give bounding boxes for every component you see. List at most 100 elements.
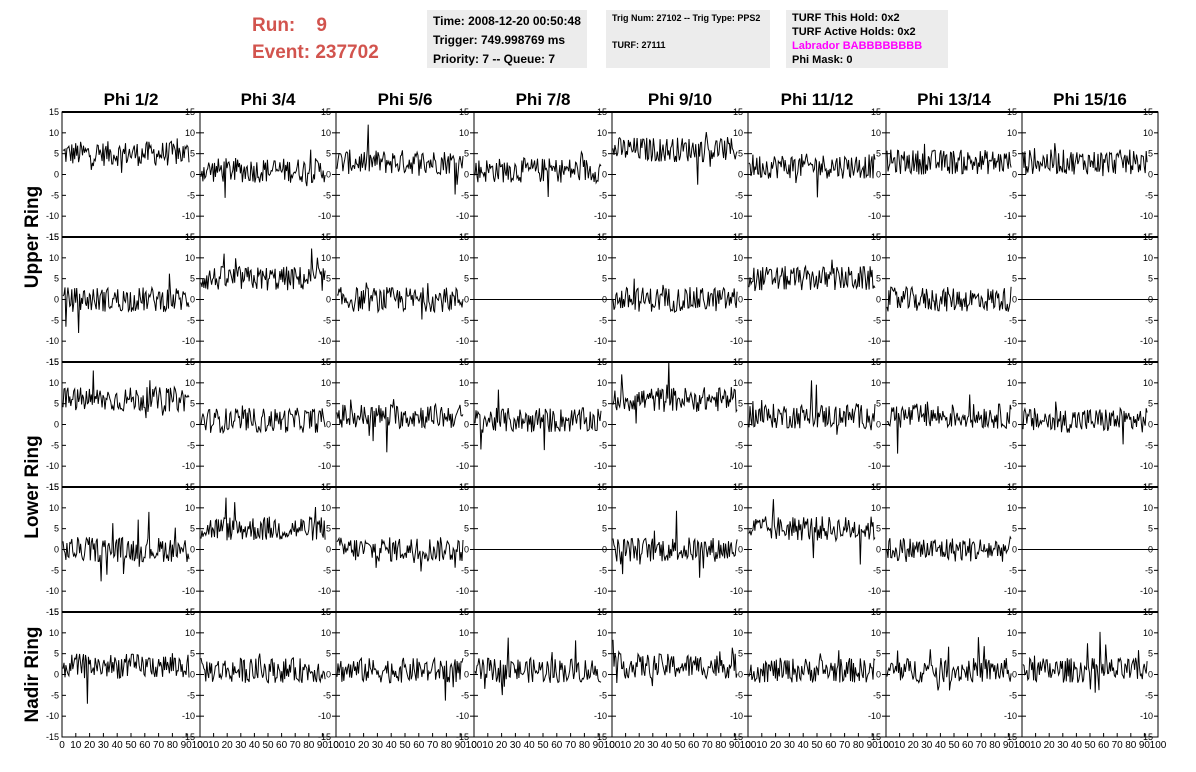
y-tick-label: -5 [1145,190,1153,200]
waveform-trace [336,124,464,195]
x-tick-label: 50 [948,740,960,751]
x-tick-label: 100 [604,740,621,751]
x-tick-label: 30 [921,740,933,751]
x-tick-label: 10 [482,740,494,751]
y-tick-label: 10 [733,378,743,388]
y-tick-label: -5 [873,690,881,700]
y-tick-label: 5 [464,274,469,284]
y-tick-label: -5 [873,565,881,575]
y-tick-label: 0 [326,670,331,680]
x-tick-label: 10 [208,740,220,751]
y-tick-label: 15 [1007,232,1017,242]
y-tick-label: -10 [730,586,743,596]
x-tick-label: 80 [303,740,315,751]
y-tick-label: -10 [868,586,881,596]
y-tick-label: -10 [1004,211,1017,221]
y-tick-label: 10 [1143,503,1153,513]
y-tick-label: -5 [1145,690,1153,700]
y-tick-label: -5 [599,565,607,575]
active-holds-text: TURF Active Holds: 0x2 [792,26,916,38]
x-tick-label: 10 [1030,740,1042,751]
y-tick-label: 0 [54,295,59,305]
y-tick-label: 5 [190,649,195,659]
y-tick-label: 15 [733,107,743,117]
phi-mask-text: Phi Mask: 0 [792,54,853,66]
y-tick-label: 15 [597,482,607,492]
x-tick-label: 100 [328,740,345,751]
x-tick-label: 80 [1125,740,1137,751]
waveform-trace [886,285,1012,312]
y-tick-label: 15 [185,357,195,367]
y-tick-label: 10 [49,253,59,263]
ring-label: Nadir Ring [22,626,43,722]
x-tick-label: 90 [317,740,329,751]
waveform-trace [1022,631,1148,693]
y-tick-label: 0 [190,545,195,555]
y-tick-label: 0 [876,545,881,555]
waveform-trace [886,143,1012,176]
x-tick-label: 30 [98,740,110,751]
x-tick-label: 100 [1150,740,1167,751]
y-tick-label: -5 [461,440,469,450]
y-tick-label: -10 [730,336,743,346]
plot-frame [199,486,337,613]
y-tick-label: -5 [1009,190,1017,200]
x-tick-label: 60 [825,740,837,751]
y-tick-label: 15 [1143,357,1153,367]
y-tick-label: -5 [323,440,331,450]
y-tick-label: 0 [190,170,195,180]
y-tick-label: 10 [871,253,881,263]
y-tick-label: 0 [1012,295,1017,305]
x-tick-label: 20 [908,740,920,751]
y-tick-label: -10 [594,586,607,596]
y-tick-label: 10 [1143,128,1153,138]
waveform-trace [200,653,326,684]
y-tick-label: -10 [318,211,331,221]
y-tick-label: 10 [321,378,331,388]
y-tick-label: 15 [49,607,59,617]
x-tick-label: 30 [784,740,796,751]
plot-frame [611,236,749,363]
y-tick-label: 15 [321,607,331,617]
priority-text: Priority: 7 -- Queue: 7 [433,52,556,66]
y-tick-label: 0 [1012,545,1017,555]
y-tick-label: 5 [738,649,743,659]
x-tick-label: 80 [989,740,1001,751]
x-tick-label: 10 [620,740,632,751]
waveform-trace [612,361,738,424]
x-tick-label: 0 [333,740,339,751]
y-tick-label: -15 [1004,732,1017,742]
y-tick-label: 15 [1143,482,1153,492]
x-tick-label: 50 [1084,740,1096,751]
column-header: Phi 1/2 [104,90,159,109]
plot-frame [611,111,749,238]
plot-frame [61,111,201,238]
x-tick-label: 10 [70,740,82,751]
y-tick-label: -15 [46,357,59,367]
y-tick-label: 10 [185,253,195,263]
plot-frame [1021,361,1159,488]
waveform-trace [200,149,326,198]
x-tick-label: 40 [249,740,261,751]
waveform-trace [62,138,190,173]
y-tick-label: -10 [46,461,59,471]
y-tick-label: -10 [1140,336,1153,346]
y-tick-label: 0 [190,295,195,305]
time-info-panel: Time: 2008-12-20 00:50:48 Trigger: 749.9… [427,10,587,68]
y-tick-label: -10 [1140,711,1153,721]
y-tick-label: 0 [602,420,607,430]
y-tick-label: -5 [599,315,607,325]
y-tick-label: 10 [49,378,59,388]
y-tick-label: 15 [185,607,195,617]
y-tick-label: 5 [738,274,743,284]
y-tick-label: -10 [456,586,469,596]
y-tick-label: -5 [873,315,881,325]
plot-frame [611,611,749,738]
y-tick-label: 10 [733,253,743,263]
y-tick-label: 10 [459,628,469,638]
y-tick-label: -10 [868,336,881,346]
x-tick-label: 70 [1112,740,1124,751]
y-tick-label: 5 [738,524,743,534]
y-tick-label: 15 [49,232,59,242]
y-tick-label: -5 [51,565,59,575]
